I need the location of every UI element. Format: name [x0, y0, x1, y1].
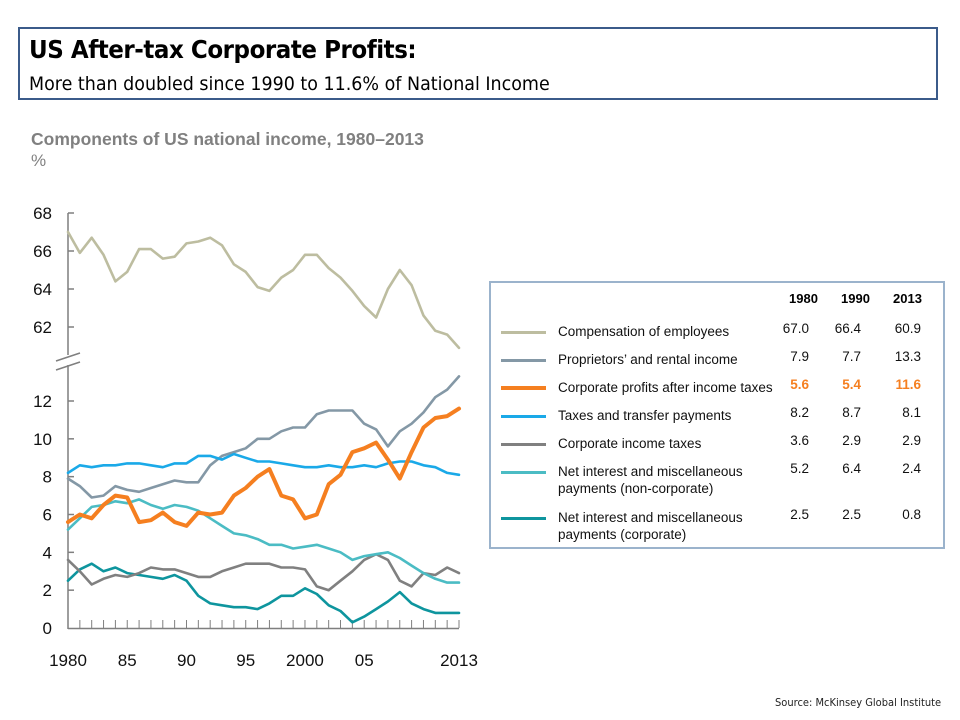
legend-value: 8.2 [790, 405, 809, 420]
legend-table: 1980 1990 2013 Compensation of employees… [489, 281, 945, 549]
y-tick-label: 12 [33, 392, 52, 411]
legend-value: 13.3 [894, 349, 921, 364]
legend-label: Proprietors’ and rental income [558, 351, 738, 368]
y-tick-label: 6 [43, 506, 52, 525]
series-line-taxes-and-transfer-payments [66, 452, 461, 477]
legend-value: 6.4 [842, 461, 861, 476]
legend-label-line: payments (non-corporate) [558, 481, 714, 496]
legend-value: 2.5 [842, 507, 861, 522]
series-line-corporate-profits-after-income-taxes [66, 406, 461, 528]
legend-value: 5.4 [842, 377, 861, 392]
series-line-net-interest-and-miscellaneous-payments-non-corporate [66, 498, 461, 584]
legend-label: Corporate income taxes [558, 435, 701, 452]
legend-label-line: Net interest and miscellaneous [558, 464, 743, 479]
legend-swatch [501, 517, 546, 520]
axes [55, 212, 460, 630]
legend-value: 8.1 [902, 405, 921, 420]
legend-label: Taxes and transfer payments [558, 407, 731, 424]
y-tick-label: 2 [43, 581, 52, 600]
x-tick-label: 2000 [286, 651, 324, 670]
legend-value: 5.2 [790, 461, 809, 476]
legend-label: Compensation of employees [558, 323, 729, 340]
legend-swatch [501, 386, 546, 390]
y-tick-label: 0 [43, 619, 52, 638]
legend-label-line: payments (corporate) [558, 527, 687, 542]
y-tick-label: 64 [33, 280, 52, 299]
legend-value: 2.4 [902, 461, 921, 476]
legend-swatch [501, 359, 546, 362]
legend-swatch [501, 443, 546, 446]
legend-value: 5.6 [790, 377, 809, 392]
x-tick-label: 85 [118, 651, 137, 670]
legend-swatch [501, 471, 546, 474]
legend-swatch [501, 415, 546, 418]
legend-label: Corporate profits after income taxes [558, 379, 773, 396]
x-tick-label: 90 [177, 651, 196, 670]
legend-value: 2.9 [842, 433, 861, 448]
legend-value: 7.9 [790, 349, 809, 364]
x-tick-label: 1980 [49, 651, 87, 670]
x-tick-label: 95 [236, 651, 255, 670]
y-tick-label: 62 [33, 318, 52, 337]
axis-break-mark [55, 361, 81, 371]
legend-label-line: Corporate profits after income taxes [558, 380, 773, 395]
y-tick-label: 66 [33, 242, 52, 261]
source-note: Source: McKinsey Global Institute [775, 696, 942, 709]
y-tick-label: 8 [43, 468, 52, 487]
chart-unit: % [31, 151, 47, 170]
legend-label-line: Corporate income taxes [558, 436, 702, 451]
legend-label: Net interest and miscellaneous payments (… [558, 463, 743, 497]
legend-value: 67.0 [782, 321, 809, 336]
series-line-proprietors-and-rental-income [66, 375, 461, 499]
legend-label: Net interest and miscellaneous payments (… [558, 509, 743, 543]
legend-swatch [501, 331, 546, 334]
series-line-net-interest-and-miscellaneous-payments-corporate [66, 562, 461, 624]
legend-value: 2.5 [790, 507, 809, 522]
x-tick-label: 2013 [440, 651, 478, 670]
legend-label-line: Taxes and transfer payments [558, 408, 732, 423]
x-tick-labels: 1980 85 90 95 2000 05 2013 [49, 651, 478, 670]
title-box: US After-tax Corporate Profits: More tha… [18, 27, 938, 100]
legend-value: 3.6 [790, 433, 809, 448]
slide-subtitle: More than doubled since 1990 to 11.6% of… [29, 73, 550, 95]
legend-col-header: 1990 [841, 291, 870, 306]
legend-value: 11.6 [895, 377, 921, 392]
legend-value: 66.4 [834, 321, 861, 336]
series-lines [66, 230, 461, 624]
slide-title: US After-tax Corporate Profits: [29, 35, 417, 64]
x-tick-label: 05 [355, 651, 374, 670]
legend-value: 2.9 [902, 433, 921, 448]
legend-label-line: Proprietors’ and rental income [558, 352, 738, 367]
legend-col-header: 1980 [789, 291, 818, 306]
legend-value: 7.7 [842, 349, 861, 364]
y-tick-label: 68 [33, 204, 52, 223]
legend-label-line: Net interest and miscellaneous [558, 510, 743, 525]
series-line-corporate-income-taxes [66, 552, 461, 592]
y-tick-label: 10 [33, 430, 52, 449]
y-tick-label: 4 [43, 543, 52, 562]
legend-value: 60.9 [894, 321, 921, 336]
axis-break-mark [55, 352, 81, 362]
chart-title: Components of US national income, 1980–2… [31, 129, 424, 149]
legend-col-header: 2013 [893, 291, 922, 306]
legend-value: 8.7 [842, 405, 861, 420]
legend-label-line: Compensation of employees [558, 324, 730, 339]
series-line-compensation-of-employees [66, 230, 461, 350]
legend-value: 0.8 [902, 507, 921, 522]
